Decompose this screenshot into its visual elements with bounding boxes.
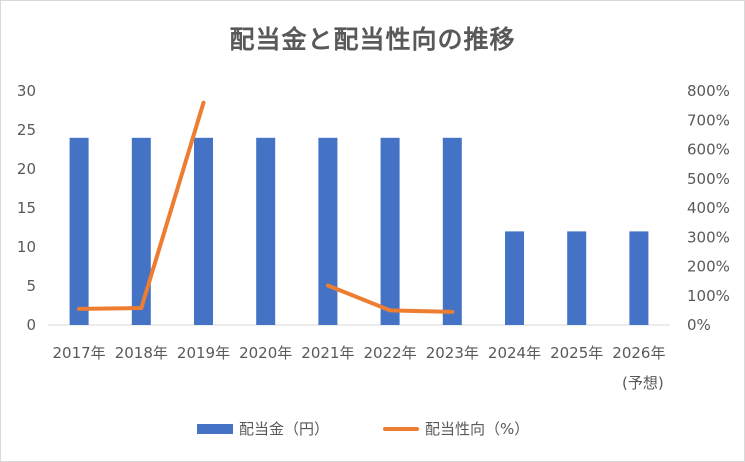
y-right-tick-label: 400% [687,199,730,217]
y-left-tick-label: 15 [17,199,36,217]
x-tick-label: 2019年 [177,344,230,362]
bar-dividend [505,231,524,325]
x-tick-label: 2026年 [612,344,665,362]
y-left-tick-label: 0 [26,316,36,334]
legend-label-dividend: 配当金（円） [239,420,330,438]
y-right-tick-label: 100% [687,287,730,305]
bar-dividend [256,137,276,325]
y-left-tick-label: 5 [26,277,36,295]
y-left-tick-label: 20 [17,160,36,178]
bar-dividend [380,137,400,325]
y-right-tick-label: 500% [687,170,730,188]
bar-dividend [69,137,89,325]
y-right-tick-label: 0% [687,316,711,334]
bar-dividend [629,231,649,325]
x-tick-label: 2023年 [426,344,479,362]
legend-item-dividend: 配当金（円） [197,418,329,439]
chart-title: 配当金と配当性向の推移 [229,25,516,54]
legend-bar-swatch [197,423,233,434]
y-left-tick-label: 10 [17,238,36,256]
bar-dividend [318,137,338,325]
bar-dividend [131,137,151,325]
x-tick-label: 2025年 [550,344,603,362]
bar-dividend [194,137,213,325]
x-tick-label: 2022年 [364,344,417,362]
bar-dividend [567,231,587,325]
legend-line-swatch [383,426,419,431]
y-left-tick-label: 30 [17,82,36,100]
bar-dividend [442,137,462,325]
y-right-tick-label: 300% [687,228,730,246]
x-tick-label: 2020年 [239,344,292,362]
y-right-tick-label: 800% [687,82,730,100]
x-tick-label: 2024年 [488,344,541,362]
legend: 配当金（円） 配当性向（%） [0,418,745,442]
y-right-tick-label: 600% [687,141,730,159]
x-tick-label: 2021年 [301,344,354,362]
legend-label-payout: 配当性向（%） [425,420,530,438]
x-tick-sublabel: (予想) [622,374,664,392]
legend-item-payout: 配当性向（%） [383,418,529,439]
payout-ratio-line [77,100,206,311]
x-tick-label: 2017年 [53,344,106,362]
y-right-tick-label: 200% [687,258,730,276]
x-tick-label: 2018年 [115,344,168,362]
y-right-tick-label: 700% [687,111,730,129]
payout-ratio-line [325,283,455,314]
y-left-tick-label: 25 [17,121,36,139]
